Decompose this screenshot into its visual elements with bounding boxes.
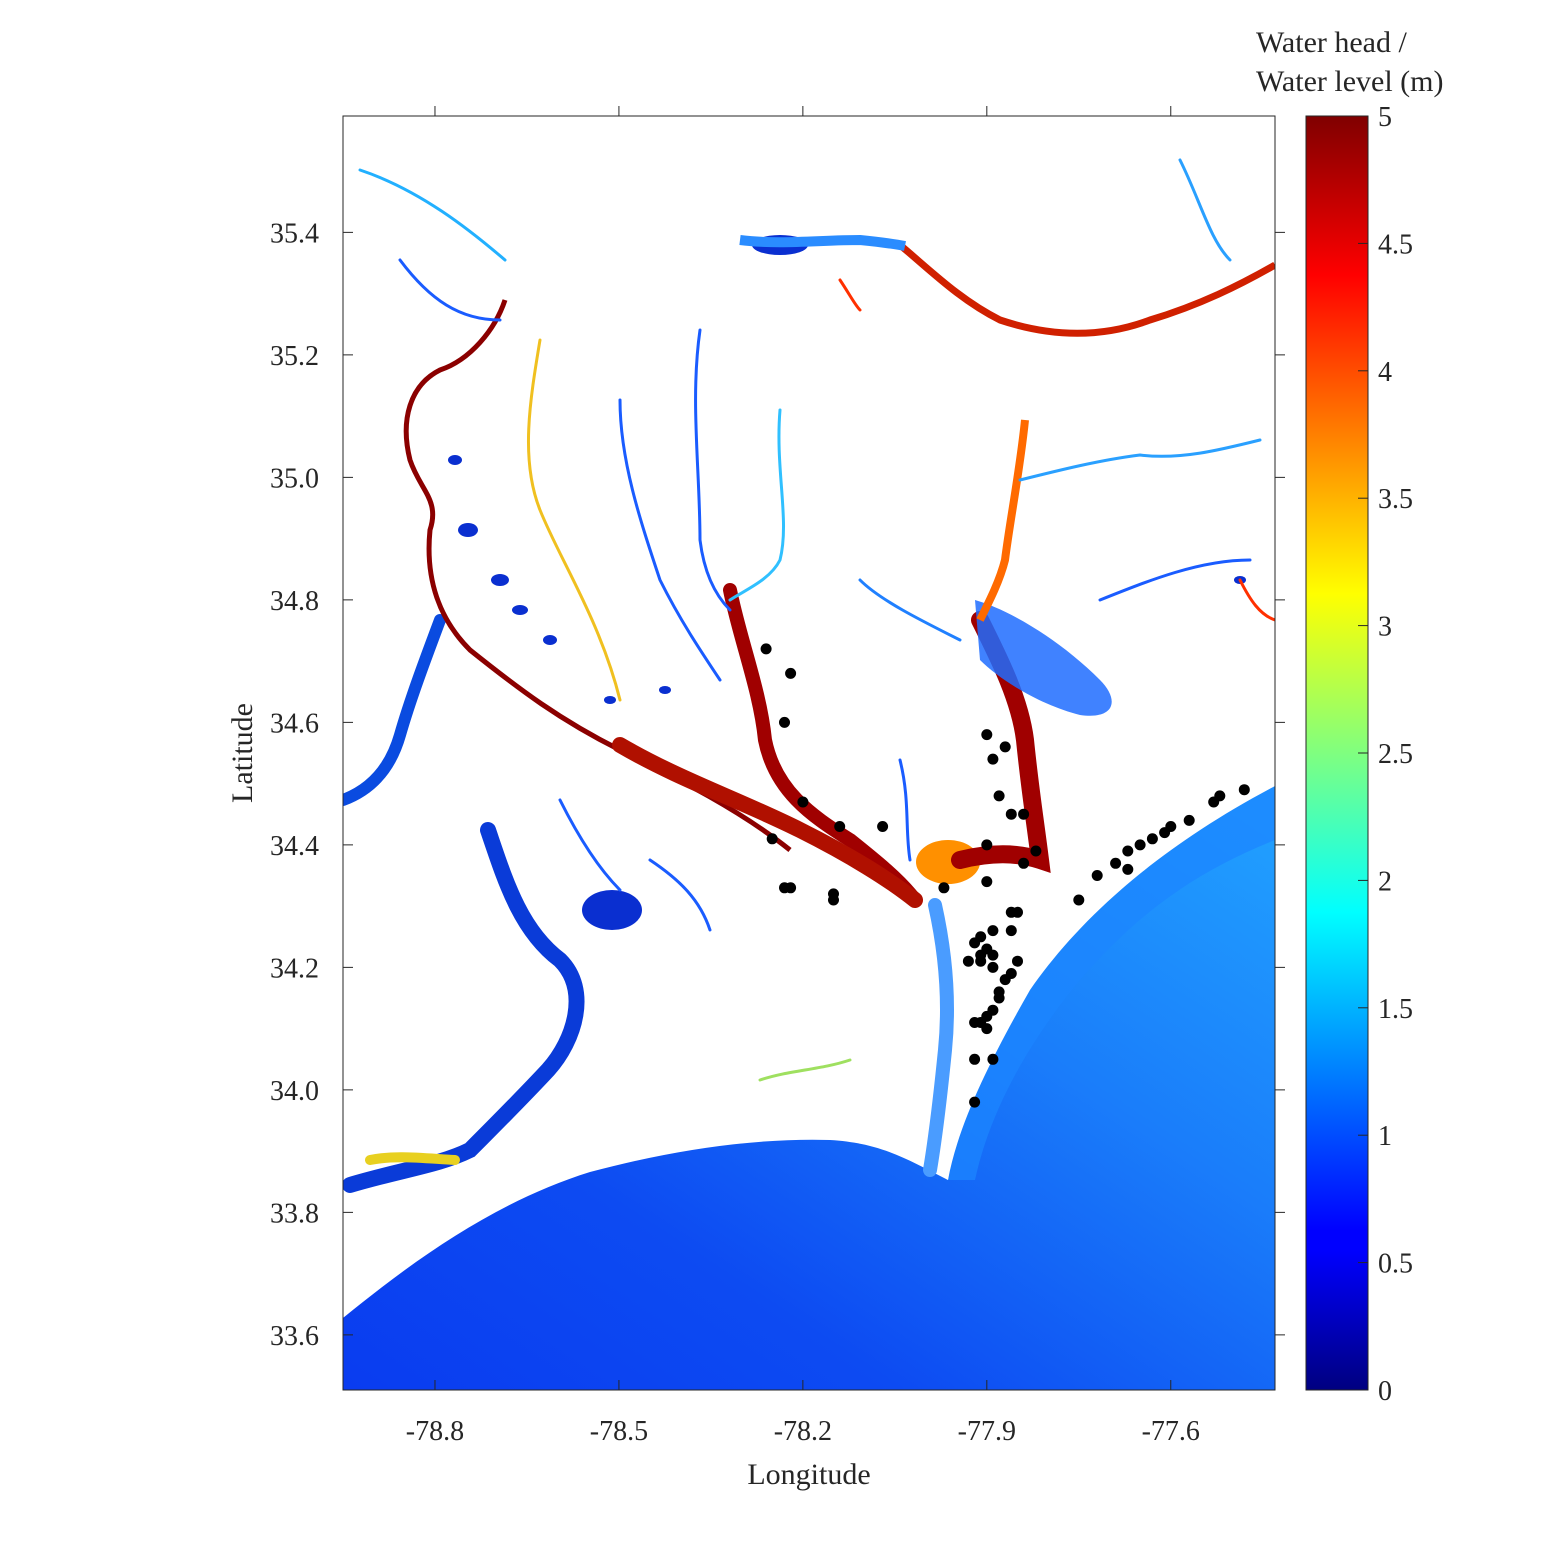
y-tick-label: 33.8 — [270, 1198, 319, 1229]
colorbar-title-line2: Water level (m) — [1256, 65, 1444, 98]
observation-point — [962, 955, 974, 967]
observation-point — [797, 796, 809, 808]
observation-point — [1073, 894, 1085, 906]
x-tick-label: -78.5 — [590, 1416, 648, 1447]
observation-point — [779, 716, 790, 728]
colorbar-tick-label: 3 — [1378, 612, 1392, 643]
neuse-river — [897, 242, 1275, 337]
y-tick-label: 35.4 — [270, 218, 319, 249]
x-tick-label: -77.9 — [958, 1416, 1016, 1447]
y-axis-ticks: 33.6 33.8 34.0 34.2 34.4 34.6 34.8 35.0 35.2 35.4 — [270, 218, 1285, 1352]
y-tick-label: 34.2 — [270, 953, 319, 984]
observation-point — [969, 1053, 981, 1065]
observation-point — [1012, 955, 1023, 967]
southwest-river-yellow — [365, 1152, 460, 1165]
neuse-river-blue — [739, 234, 906, 251]
observation-point — [1146, 833, 1158, 845]
black-river — [723, 583, 922, 907]
y-tick-label: 33.6 — [270, 1321, 319, 1352]
observation-point — [779, 882, 790, 894]
colorbar-tick-label: 1 — [1378, 1121, 1392, 1152]
observation-point — [1091, 870, 1103, 881]
map-layers — [343, 158, 1275, 1390]
y-tick-label: 34.4 — [270, 831, 319, 862]
observation-point — [987, 1053, 999, 1065]
observation-point — [987, 753, 999, 765]
colorbar-tick-label: 5 — [1378, 102, 1392, 133]
x-tick-label: -78.8 — [406, 1416, 464, 1447]
observation-point — [760, 643, 772, 655]
observation-point — [999, 974, 1011, 986]
observation-point — [969, 1017, 981, 1028]
colorbar-tick-label: 2 — [1378, 866, 1392, 897]
observation-point — [981, 839, 993, 851]
observation-point — [981, 876, 993, 888]
observation-point — [877, 821, 889, 832]
tributaries — [358, 158, 1275, 1082]
observation-point — [828, 894, 839, 906]
observation-point — [969, 1096, 981, 1108]
observation-point — [981, 1023, 993, 1035]
observation-point — [1018, 857, 1030, 869]
observation-point — [969, 937, 981, 949]
colorbar-ticks: 0 0.5 1 1.5 2 2.5 3 3.5 4 4.5 5 — [1358, 102, 1413, 1407]
y-tick-label: 34.8 — [270, 586, 319, 617]
colorbar-tick-label: 2.5 — [1378, 739, 1413, 770]
observation-point — [785, 667, 797, 679]
observation-points — [760, 643, 1250, 1108]
observation-point — [1030, 845, 1042, 857]
colorbar-tick-label: 4 — [1378, 357, 1392, 388]
observation-point — [975, 955, 987, 967]
northeast-floodplain — [975, 600, 1112, 716]
observation-point — [987, 961, 999, 973]
x-tick-label: -77.6 — [1142, 1416, 1200, 1447]
west-river-blue — [343, 614, 446, 806]
colorbar-tick-label: 4.5 — [1378, 229, 1413, 260]
colorbar-tick-label: 3.5 — [1378, 484, 1413, 515]
observation-point — [1134, 839, 1146, 851]
colorbar-tick-label: 0.5 — [1378, 1249, 1413, 1280]
observation-point — [766, 833, 778, 845]
observation-point — [1005, 925, 1017, 937]
northeast-river-upper — [976, 419, 1029, 622]
observation-point — [993, 992, 1005, 1004]
observation-point — [1005, 808, 1017, 820]
observation-point — [938, 882, 950, 894]
observation-point — [1012, 906, 1023, 918]
y-tick-label: 35.2 — [270, 341, 319, 372]
x-axis-ticks: -78.8 -78.5 -78.2 -77.9 -77.6 — [406, 106, 1200, 1447]
y-tick-label: 34.0 — [270, 1076, 319, 1107]
observation-point — [987, 949, 999, 961]
observation-point — [1122, 845, 1134, 857]
colorbar-tick-label: 0 — [1378, 1376, 1392, 1407]
x-tick-label: -78.2 — [774, 1416, 832, 1447]
colorbar-gradient — [1305, 115, 1369, 1391]
observation-point — [981, 729, 993, 741]
observation-point — [1183, 814, 1195, 826]
ocean — [343, 780, 1275, 1390]
colorbar-tick-label: 1.5 — [1378, 994, 1413, 1025]
colorbar: Water head / Water level (m) 0 0.5 1 1.5 2 2.… — [1256, 26, 1444, 1407]
map-axes: -78.8 -78.5 -78.2 -77.9 -77.6 33.6 33.8 34.0 34… — [226, 106, 1285, 1491]
y-tick-label: 35.0 — [270, 463, 319, 494]
observation-point — [1122, 863, 1134, 875]
y-tick-label: 34.6 — [270, 708, 319, 739]
observation-point — [1110, 857, 1122, 869]
observation-point — [999, 741, 1011, 753]
y-axis-title: Latitude — [226, 703, 259, 803]
observation-point — [1214, 790, 1226, 802]
observation-point — [1165, 821, 1177, 832]
x-axis-title: Longitude — [747, 1458, 870, 1491]
observation-point — [1018, 808, 1030, 820]
cape-fear-river — [612, 737, 923, 908]
observation-point — [1238, 784, 1250, 796]
observation-point — [987, 925, 999, 937]
colorbar-title-line1: Water head / — [1256, 26, 1408, 59]
near-shore-band — [948, 780, 1275, 1180]
axes-frame — [342, 115, 1276, 1391]
cape-fear-mouth — [923, 898, 954, 1177]
observation-point — [834, 821, 846, 832]
observation-point — [993, 790, 1005, 802]
